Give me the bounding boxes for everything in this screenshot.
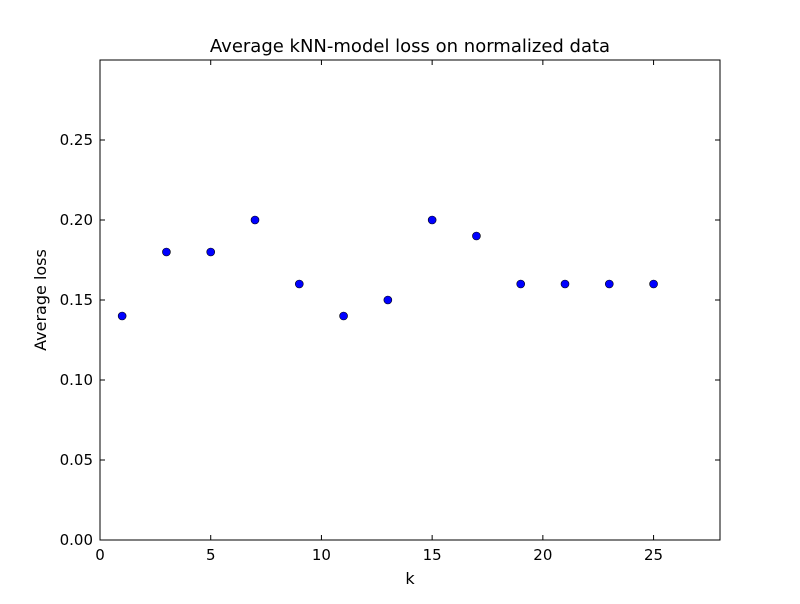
y-tick-label: 0.10 xyxy=(60,371,93,389)
points-layer xyxy=(117,215,658,321)
data-point xyxy=(117,311,127,321)
y-tick-label: 0.20 xyxy=(60,211,93,229)
y-tick-label: 0.15 xyxy=(60,291,93,309)
x-tick-label: 25 xyxy=(644,546,663,564)
data-point xyxy=(206,247,216,257)
x-tick-label: 10 xyxy=(312,546,331,564)
data-point xyxy=(649,279,658,289)
data-point xyxy=(383,295,393,305)
y-tick-label: 0.05 xyxy=(60,451,93,469)
ticks-layer: 0 5 10 15 20 25 0.00 0.05 0.10 0.15 0.20 0.25 xyxy=(60,60,720,564)
chart-title: Average kNN-model loss on normalized dat… xyxy=(210,36,610,57)
data-point xyxy=(162,247,171,257)
x-tick-label: 15 xyxy=(423,546,442,564)
x-axis-label: k xyxy=(405,569,415,588)
x-tick-label: 5 xyxy=(206,546,216,564)
data-point xyxy=(294,279,304,289)
data-point xyxy=(604,279,614,289)
data-point xyxy=(250,215,260,225)
x-tick-label: 20 xyxy=(533,546,552,564)
y-axis-label: Average loss xyxy=(31,249,50,351)
data-point xyxy=(516,279,526,289)
y-tick-label: 0.25 xyxy=(60,131,93,149)
data-point xyxy=(472,231,481,241)
data-point xyxy=(339,311,348,321)
data-point xyxy=(560,279,570,289)
y-tick-label: 0.00 xyxy=(60,531,93,549)
x-tick-label: 0 xyxy=(95,546,105,564)
plot-frame xyxy=(99,59,721,541)
data-point xyxy=(427,215,437,225)
